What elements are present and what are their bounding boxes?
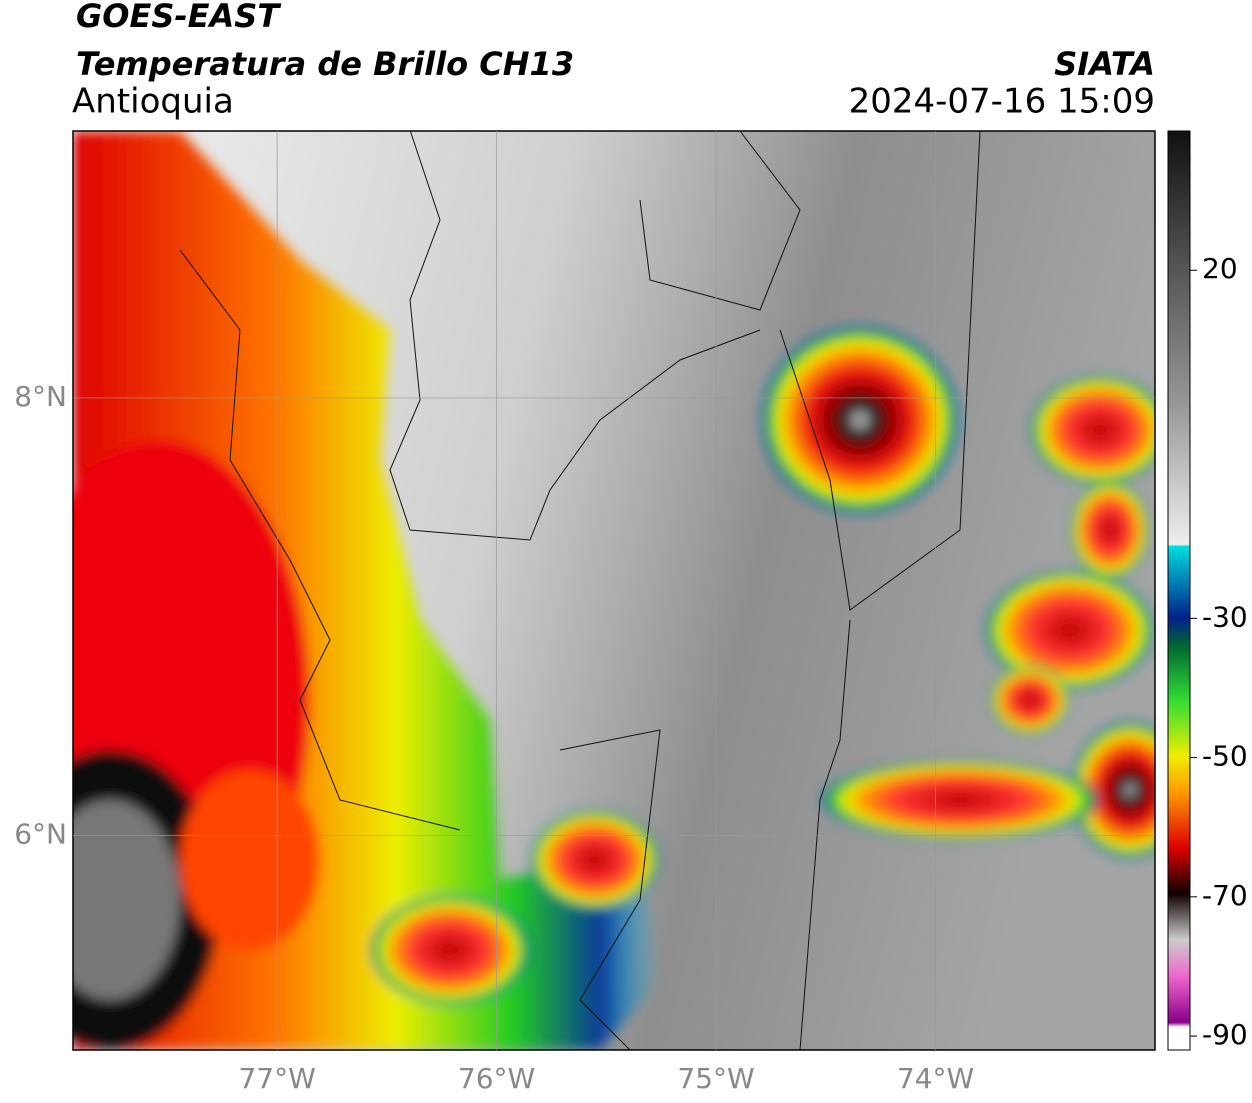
lon-label: 76°W — [458, 1062, 535, 1095]
map-frame — [72, 130, 1156, 1051]
colorbar-tick-label: 20 — [1202, 252, 1238, 285]
region: Antioquia — [72, 82, 234, 122]
title: GOES-EAST — [76, 0, 281, 35]
colorbar-tick-label: -90 — [1202, 1018, 1248, 1051]
lat-label: 6°N — [14, 818, 67, 851]
lon-label: 75°W — [677, 1062, 754, 1095]
lat-label: 8°N — [14, 380, 67, 413]
colorbar — [1167, 130, 1191, 1051]
lon-label: 74°W — [897, 1062, 974, 1095]
satellite-image — [73, 131, 1155, 1050]
colorbar-tick-label: -70 — [1202, 879, 1248, 912]
lon-label: 77°W — [238, 1062, 315, 1095]
datetime: 2024-07-16 15:09 — [849, 82, 1155, 122]
subtitle: Temperatura de Brillo CH13 — [76, 45, 574, 83]
source: SIATA — [1054, 45, 1155, 83]
colorbar-tick-label: -50 — [1202, 740, 1248, 773]
colorbar-tick-label: -30 — [1202, 600, 1248, 633]
